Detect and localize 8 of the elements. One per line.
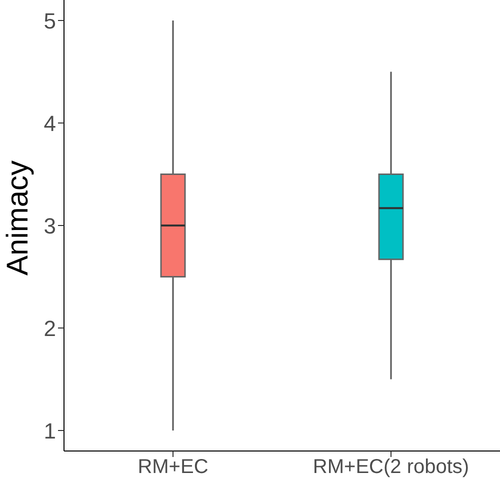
y-axis-title: Animacy bbox=[2, 160, 35, 276]
y-tick-label: 3 bbox=[44, 213, 56, 238]
y-tick-label: 1 bbox=[44, 418, 56, 444]
y-tick-label: 2 bbox=[44, 316, 56, 341]
y-tick-label: 5 bbox=[44, 8, 56, 34]
x-tick-label: RM+EC bbox=[138, 456, 208, 478]
x-tick-label: RM+EC(2 robots) bbox=[312, 456, 470, 478]
y-tick-label: 4 bbox=[44, 110, 56, 136]
